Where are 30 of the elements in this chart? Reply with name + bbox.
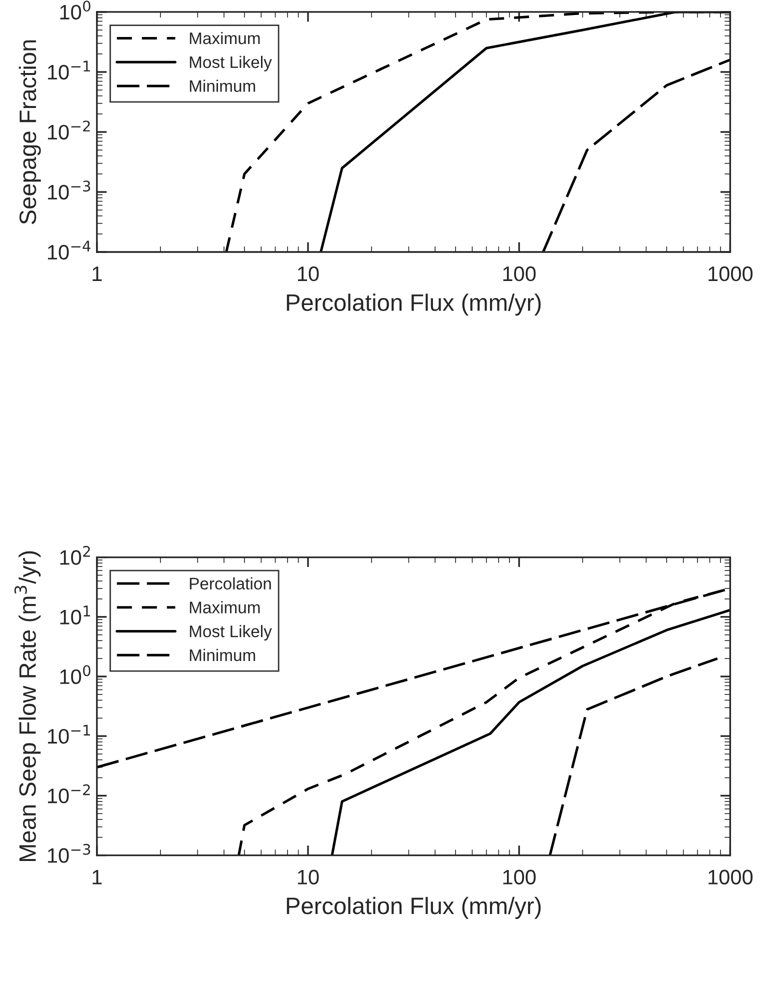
y-tick-label: 10$^{−1}$ — [48, 60, 90, 80]
x-tick-label: 1000 — [708, 870, 753, 884]
legend-label: Most Likely — [190, 625, 272, 641]
legend-label: Most Likely — [190, 56, 272, 72]
x-tick-label: 10 — [298, 266, 319, 282]
y-tick-label: 10$^{0}$ — [60, 665, 90, 684]
x-tick-label: 100 — [503, 266, 536, 282]
y-tick-label: 10$^{−2}$ — [48, 784, 90, 804]
y-tick-label: 10$^{−2}$ — [48, 120, 90, 140]
legend-label: Percolation — [190, 577, 271, 590]
y-axis-title: Seepage Fraction — [18, 40, 41, 224]
y-tick-label: 10$^{2}$ — [60, 546, 90, 565]
x-tick-label: 1 — [92, 870, 102, 884]
y-axis-title: Mean Seep Flow Rate (m$^{3}$/yr) — [14, 551, 41, 862]
x-tick-label: 100 — [503, 870, 536, 884]
y-tick-label: 10$^{−1}$ — [48, 724, 90, 744]
y-tick-label: 10$^{0}$ — [60, 0, 90, 20]
y-tick-label: 10$^{−4}$ — [48, 240, 90, 260]
y-tick-label: 10$^{−3}$ — [48, 844, 90, 863]
x-axis-title: Percolation Flux (mm/yr) — [286, 896, 541, 919]
legend-label: Minimum — [190, 648, 256, 662]
x-tick-label: 1000 — [708, 266, 753, 282]
legend-label: Maximum — [190, 601, 260, 614]
y-tick-label: 10$^{−3}$ — [48, 180, 90, 200]
x-axis-title: Percolation Flux (mm/yr) — [286, 294, 541, 316]
x-tick-label: 10 — [298, 870, 319, 884]
y-tick-label: 10$^{1}$ — [60, 606, 90, 624]
x-tick-label: 1 — [92, 266, 102, 281]
legend-label: Minimum — [190, 80, 256, 92]
legend-label: Maximum — [190, 32, 260, 44]
